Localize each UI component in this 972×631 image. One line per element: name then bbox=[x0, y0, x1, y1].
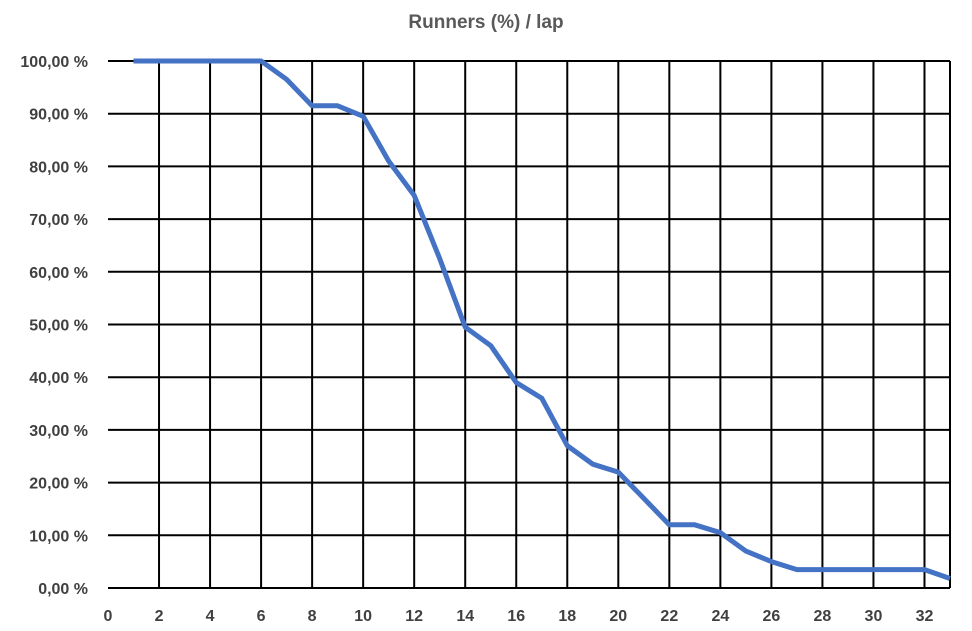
x-tick-label: 4 bbox=[206, 608, 215, 625]
x-tick-label: 28 bbox=[814, 608, 832, 625]
x-tick-label: 20 bbox=[609, 608, 627, 625]
x-tick-label: 22 bbox=[660, 608, 678, 625]
y-tick-label: 0,00 % bbox=[38, 581, 88, 598]
y-tick-label: 20,00 % bbox=[29, 476, 88, 493]
y-tick-label: 10,00 % bbox=[29, 528, 88, 545]
x-tick-label: 6 bbox=[257, 608, 266, 625]
x-tick-label: 8 bbox=[308, 608, 317, 625]
series-line bbox=[133, 58, 951, 581]
x-tick-label: 14 bbox=[456, 608, 474, 625]
x-tick-label: 18 bbox=[558, 608, 576, 625]
grid bbox=[108, 60, 951, 589]
y-tick-label: 50,00 % bbox=[29, 318, 88, 335]
x-tick-label: 16 bbox=[507, 608, 525, 625]
y-tick-label: 70,00 % bbox=[29, 212, 88, 229]
y-tick-label: 80,00 % bbox=[29, 159, 88, 176]
y-tick-label: 40,00 % bbox=[29, 370, 88, 387]
y-tick-label: 30,00 % bbox=[29, 423, 88, 440]
x-tick-label: 32 bbox=[916, 608, 934, 625]
x-tick-label: 30 bbox=[865, 608, 883, 625]
y-axis-ticks: 0,00 % 10,00 % 20,00 % 30,00 % 40,00 % 50,00 … bbox=[20, 54, 88, 598]
x-tick-label: 24 bbox=[711, 608, 729, 625]
chart-title: Runners (%) / lap bbox=[408, 12, 564, 33]
x-tick-label: 2 bbox=[155, 608, 164, 625]
x-axis-ticks: 0 2 4 6 8 10 12 14 16 18 20 22 24 26 28 30 32 bbox=[104, 608, 934, 625]
series-group bbox=[133, 58, 951, 581]
x-tick-label: 0 bbox=[104, 608, 113, 625]
y-tick-label: 90,00 % bbox=[29, 107, 88, 124]
x-tick-label: 12 bbox=[405, 608, 423, 625]
y-tick-label: 100,00 % bbox=[20, 54, 88, 71]
x-tick-label: 26 bbox=[762, 608, 780, 625]
y-tick-label: 60,00 % bbox=[29, 265, 88, 282]
x-tick-label: 10 bbox=[354, 608, 372, 625]
